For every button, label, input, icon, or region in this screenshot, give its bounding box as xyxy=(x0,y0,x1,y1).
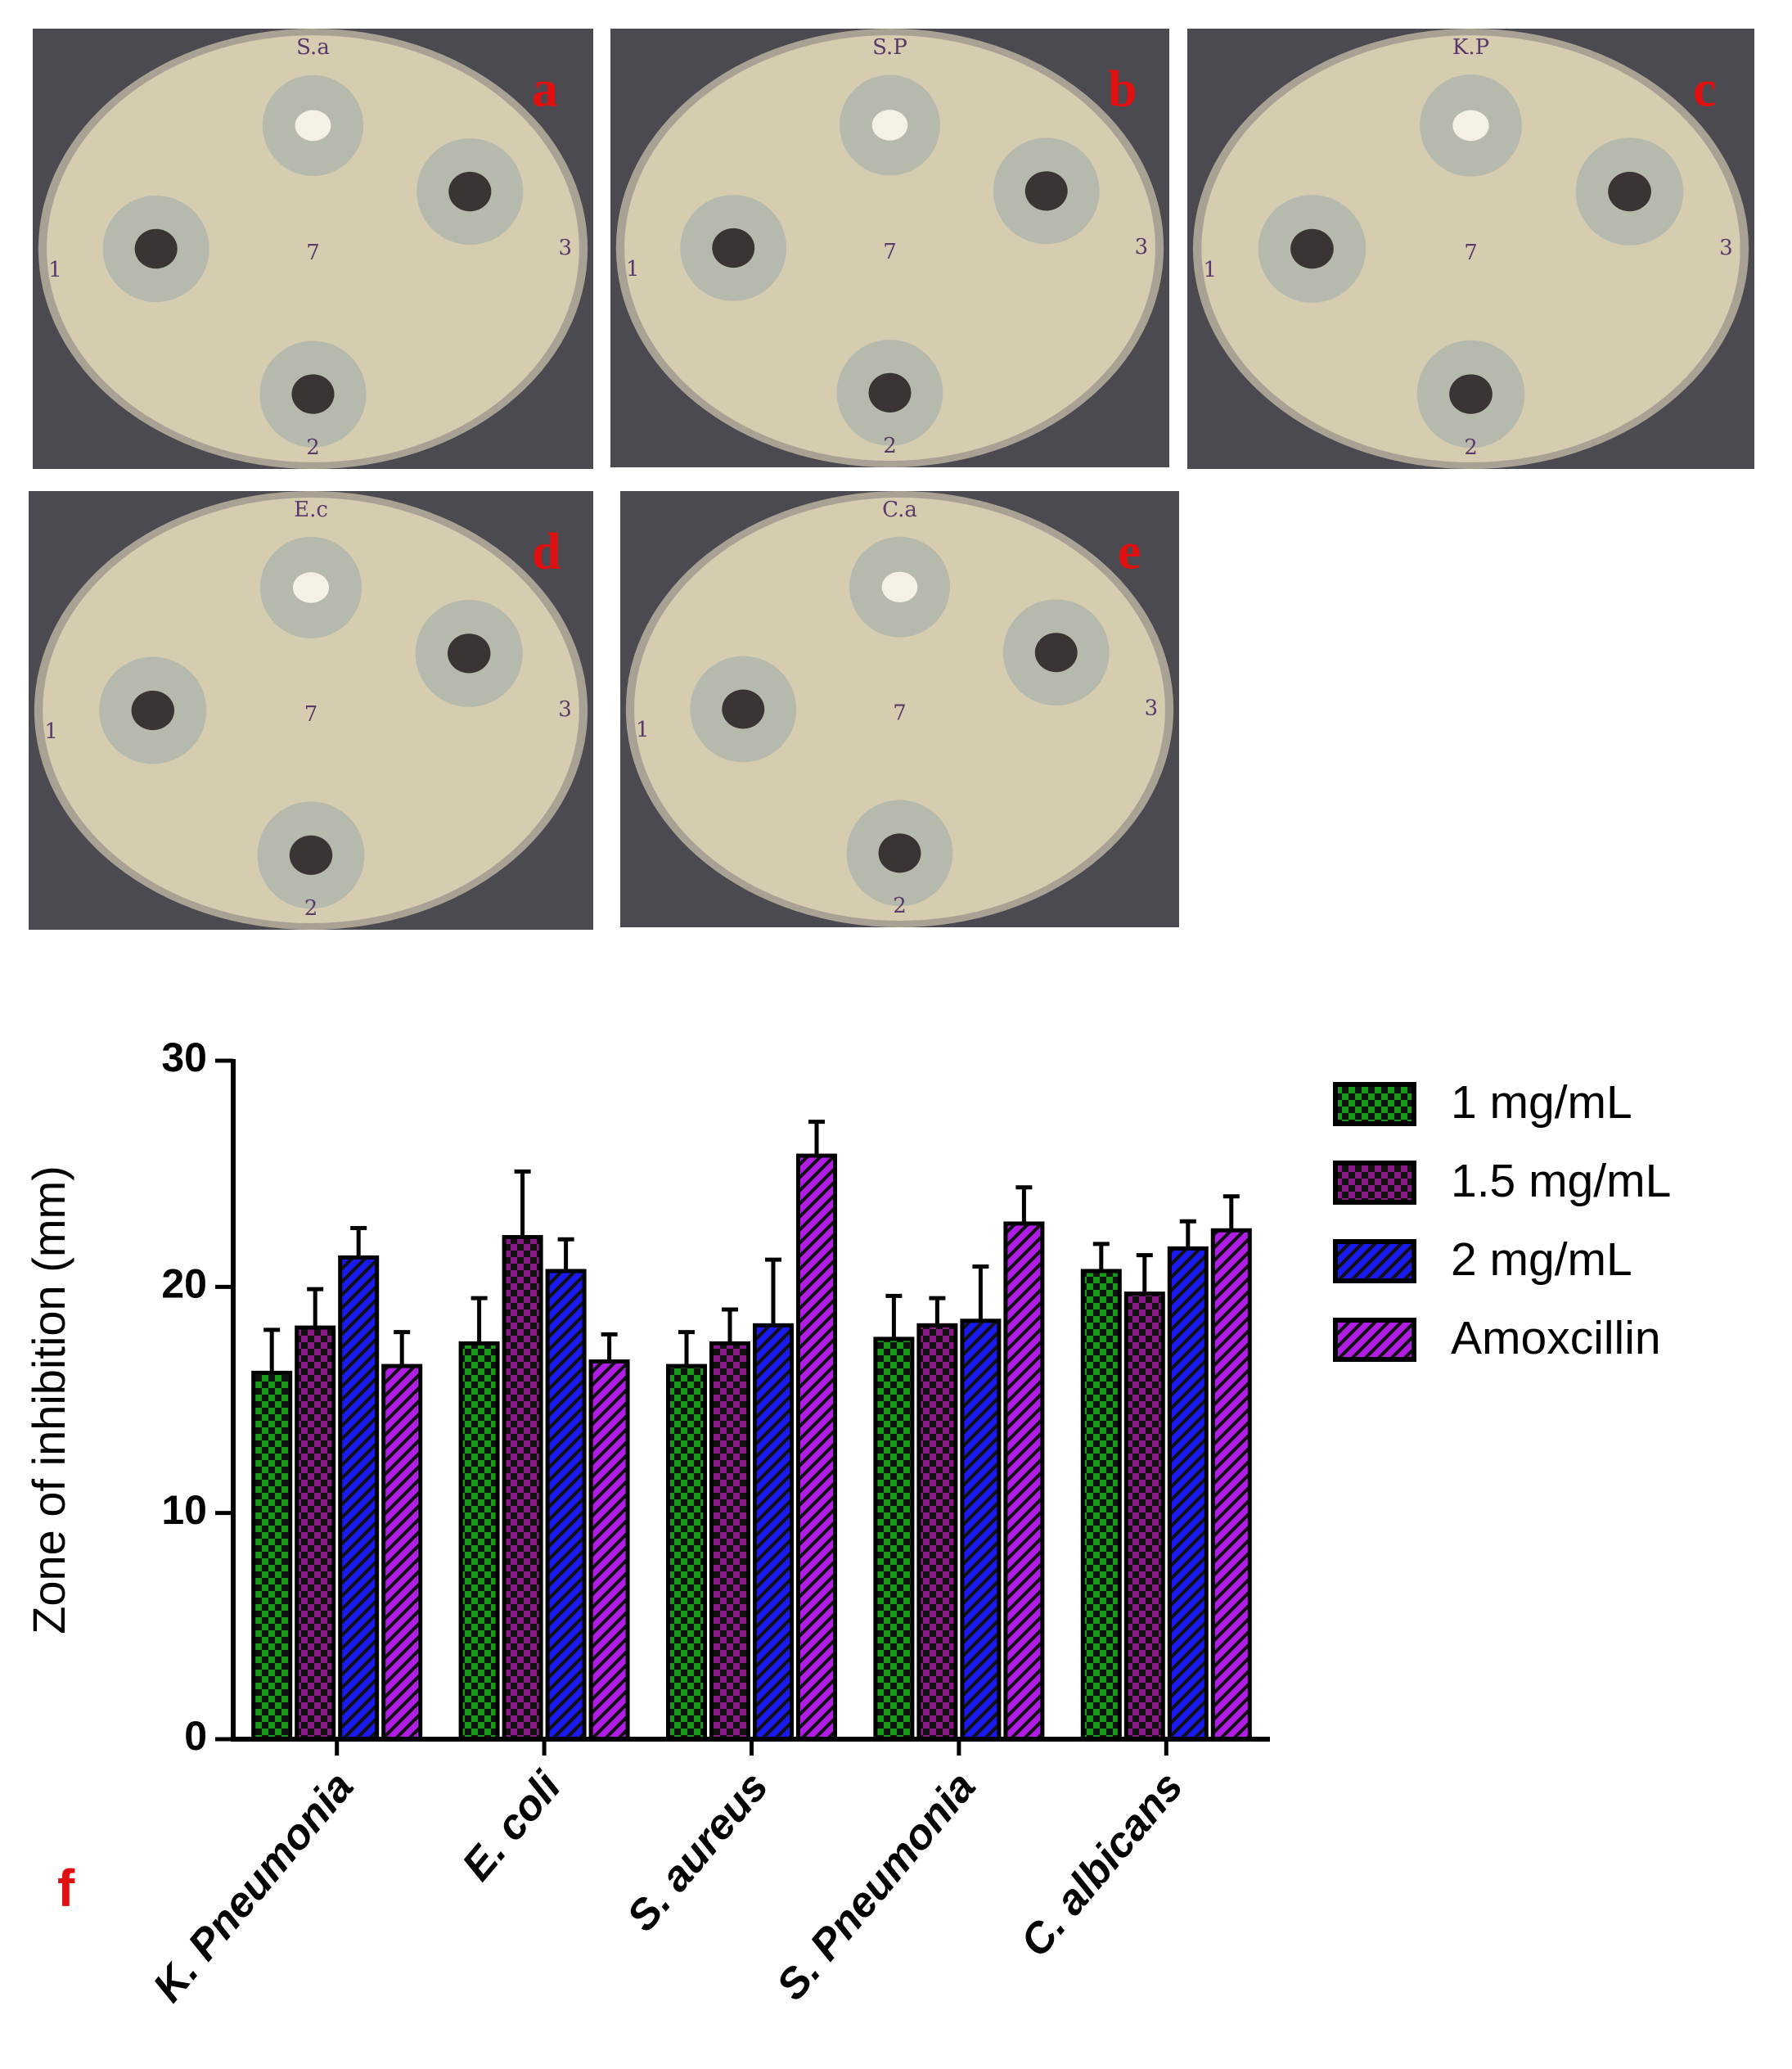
well xyxy=(722,689,765,729)
x-tick-label: S. aureus xyxy=(618,1763,777,1941)
legend-label: 1.5 mg/mL xyxy=(1451,1155,1671,1207)
panel-label: f xyxy=(57,1859,75,1918)
bar xyxy=(753,1323,794,1742)
x-tick-label: S. Pneumonia xyxy=(768,1763,984,2009)
y-tick-label: 0 xyxy=(184,1713,207,1759)
bar xyxy=(796,1153,837,1742)
panel-label: a xyxy=(532,60,558,118)
agar-plate xyxy=(624,35,1155,461)
bar xyxy=(666,1364,707,1742)
well-label: 7 xyxy=(883,240,897,264)
well-label: 7 xyxy=(306,241,320,265)
legend-label: 2 mg/mL xyxy=(1451,1233,1632,1286)
panel-label: d xyxy=(532,522,561,580)
well-label: 7 xyxy=(893,701,907,726)
well-label: 1 xyxy=(626,257,640,282)
well-label: 3 xyxy=(1135,235,1149,259)
bar xyxy=(295,1325,336,1742)
well-label: 1 xyxy=(636,718,650,742)
plate-code: S.a xyxy=(296,35,330,60)
legend-label: 1 mg/mL xyxy=(1451,1076,1632,1129)
bar xyxy=(1123,1291,1165,1742)
bar xyxy=(458,1341,500,1742)
legend-swatch xyxy=(1333,1161,1416,1205)
well xyxy=(712,228,755,268)
bar xyxy=(1080,1269,1122,1742)
bar xyxy=(1167,1246,1209,1742)
antibiotic-disc xyxy=(871,110,908,141)
well-label: 1 xyxy=(1203,258,1217,282)
y-tick-label: 10 xyxy=(161,1487,207,1533)
well-label: 2 xyxy=(1464,435,1478,460)
well-label: 3 xyxy=(1719,236,1733,260)
well xyxy=(291,374,335,414)
bar xyxy=(1210,1228,1252,1742)
well-label: 2 xyxy=(883,434,897,458)
plate-code: K.P xyxy=(1452,35,1489,60)
bar xyxy=(709,1341,750,1742)
well xyxy=(131,690,175,731)
plate-code: C.a xyxy=(882,498,917,522)
plate-code: S.P xyxy=(872,35,907,60)
legend-swatch xyxy=(1333,1318,1416,1362)
well-label: 2 xyxy=(893,894,907,918)
x-tick-label: K. Pneumonia xyxy=(144,1763,362,2011)
well xyxy=(134,228,178,269)
well-label: 3 xyxy=(558,697,572,722)
legend-label: Amoxcillin xyxy=(1451,1312,1661,1364)
well-label: 1 xyxy=(48,258,62,282)
y-axis-title: Zone of inhibition (mm) xyxy=(23,1165,74,1634)
legend-swatch xyxy=(1333,1239,1416,1283)
well-label: 2 xyxy=(306,435,320,460)
panel-label: e xyxy=(1118,522,1141,580)
bar xyxy=(381,1364,423,1742)
bar xyxy=(873,1337,915,1742)
antibiotic-disc xyxy=(1452,110,1489,142)
legend-swatch xyxy=(1333,1082,1416,1126)
well xyxy=(1290,228,1334,269)
x-tick-label: E. coli xyxy=(453,1762,571,1890)
well xyxy=(289,835,333,875)
bar xyxy=(502,1235,543,1742)
well-label: 7 xyxy=(304,702,318,727)
plate-code: E.c xyxy=(294,498,328,522)
bar xyxy=(960,1318,1002,1742)
well-label: 2 xyxy=(304,896,318,921)
well-label: 3 xyxy=(1145,696,1159,721)
y-tick-label: 20 xyxy=(161,1261,207,1307)
well xyxy=(447,633,491,674)
panel-label: c xyxy=(1693,60,1716,118)
x-tick-label: C. albicans xyxy=(1011,1763,1192,1966)
bar xyxy=(251,1370,293,1742)
agar-plate xyxy=(1201,35,1740,462)
well-label: 7 xyxy=(1464,241,1478,265)
well xyxy=(1034,633,1078,673)
well xyxy=(1024,171,1068,211)
well-label: 1 xyxy=(44,719,58,744)
well xyxy=(868,372,912,412)
bar xyxy=(545,1269,587,1742)
well-label: 3 xyxy=(558,236,572,260)
bar xyxy=(1003,1221,1045,1742)
antibiotic-disc xyxy=(295,110,331,142)
panel-label: b xyxy=(1108,60,1137,118)
antibiotic-disc xyxy=(881,571,918,602)
well xyxy=(448,171,492,212)
well xyxy=(1608,171,1651,212)
bar xyxy=(338,1255,380,1742)
bar xyxy=(916,1323,958,1742)
agar-plate xyxy=(47,35,579,462)
bar xyxy=(588,1359,630,1742)
agar-plate xyxy=(634,497,1165,922)
well xyxy=(1449,374,1493,414)
agar-plate xyxy=(43,498,579,923)
antibiotic-disc xyxy=(292,572,330,603)
y-tick-label: 30 xyxy=(161,1034,207,1080)
well xyxy=(878,833,921,873)
